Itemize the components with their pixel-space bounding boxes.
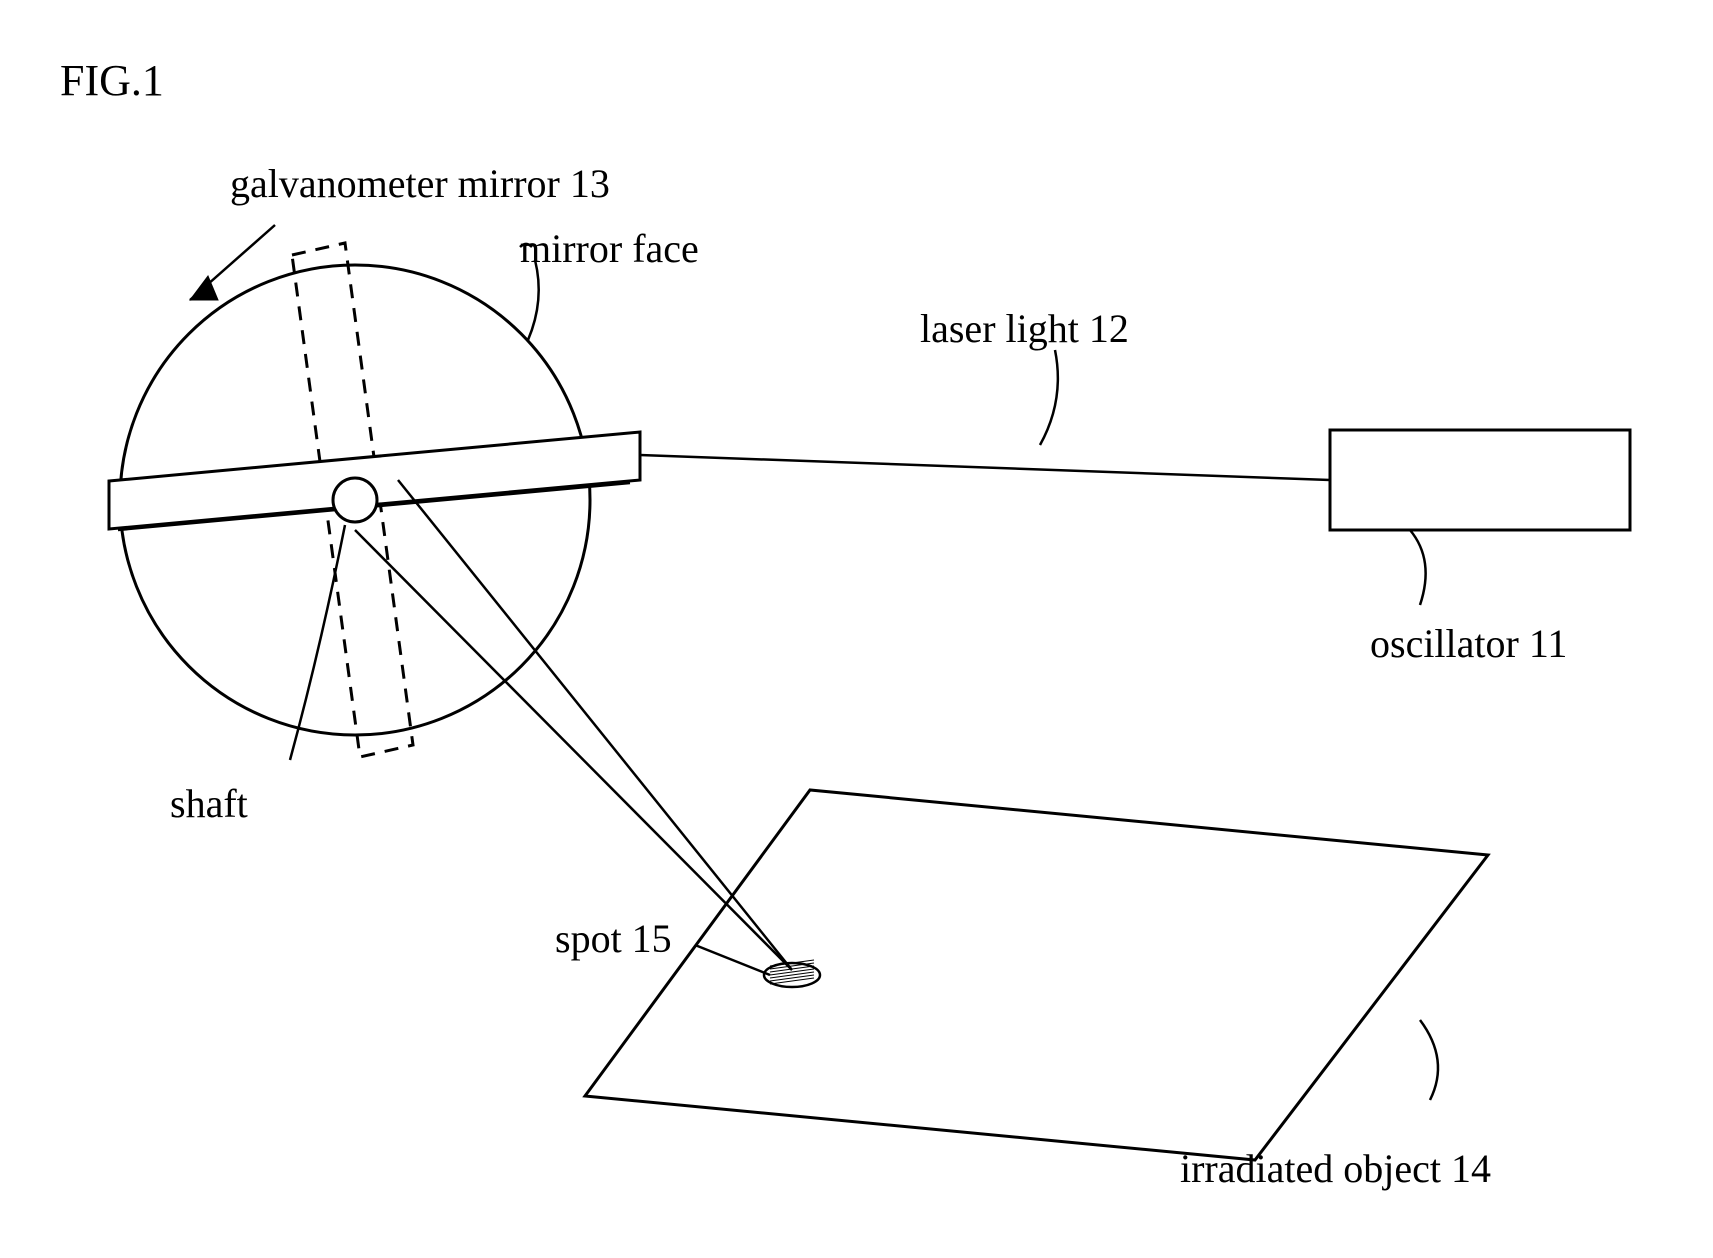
shaft-circle <box>333 478 377 522</box>
mirror-solid <box>109 432 640 529</box>
leader-laser <box>1040 350 1058 445</box>
leader-mirror_face <box>528 260 539 340</box>
leader-spot <box>695 945 770 975</box>
label-irradiated-object: irradiated object 14 <box>1180 1145 1491 1192</box>
spot-hatch <box>770 972 814 978</box>
irradiated-object-shape <box>585 790 1488 1160</box>
figure-canvas: FIG.1 galvanometer mirror 13 mirror face… <box>0 0 1713 1258</box>
label-spot: spot 15 <box>555 915 672 962</box>
label-shaft: shaft <box>170 780 248 827</box>
oscillator-rect <box>1330 430 1630 530</box>
label-laser-light: laser light 12 <box>920 305 1129 352</box>
leader-irradiated <box>1420 1020 1438 1100</box>
laser-line <box>640 455 1330 480</box>
label-oscillator: oscillator 11 <box>1370 620 1567 667</box>
leader-shaft <box>290 525 345 760</box>
label-mirror-face: mirror face <box>520 225 699 272</box>
spot-hatch <box>770 978 814 984</box>
spot-hatch <box>770 966 814 972</box>
label-galvanometer-mirror: galvanometer mirror 13 <box>230 160 610 207</box>
leader-oscillator <box>1410 530 1426 605</box>
spot-hatch <box>770 975 814 981</box>
